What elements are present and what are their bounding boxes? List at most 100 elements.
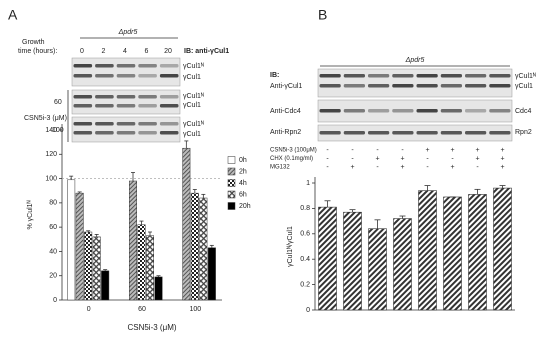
antibody: IB: anti-γCul1: [184, 48, 229, 55]
condition-value: -: [426, 155, 429, 162]
bar: [182, 147, 191, 301]
y-tick-label: 0.6: [300, 231, 310, 238]
band-label: γCul1ᴺ: [183, 121, 204, 128]
condition-value: +: [500, 147, 504, 154]
y-tick-label: 1: [306, 180, 310, 187]
band: [440, 109, 462, 113]
band: [138, 104, 157, 108]
band: [465, 84, 487, 88]
y-tick-label: 0.4: [300, 256, 310, 263]
time-label: 6: [145, 48, 149, 55]
x-tick-label: 0: [87, 306, 91, 313]
row-label: Anti-γCul1: [270, 83, 302, 90]
x-tick-label: 60: [138, 306, 146, 313]
y-tick-label: 0: [306, 307, 310, 314]
band: [368, 109, 390, 113]
time-label: 2: [102, 48, 106, 55]
band: [159, 64, 179, 68]
y-tick-label: 120: [45, 151, 57, 158]
condition-value: -: [376, 164, 379, 171]
band: [489, 109, 511, 113]
bar: [468, 194, 487, 311]
band: [138, 95, 157, 99]
band: [368, 131, 390, 135]
band: [416, 84, 438, 88]
legend-label: 4h: [239, 180, 247, 187]
condition-name: CSN5i-3 (100μM): [270, 148, 317, 154]
band: [319, 74, 341, 78]
bar: [207, 247, 216, 301]
band-label: γCul1: [183, 102, 201, 109]
time-label: Growth: [22, 39, 45, 46]
condition-value: +: [500, 164, 504, 171]
legend-label: 6h: [239, 191, 247, 198]
bar: [101, 270, 110, 301]
strain: Δpdr5: [118, 29, 138, 36]
band-label: γCul1: [515, 83, 533, 90]
band: [138, 64, 157, 68]
band: [116, 104, 136, 108]
time-label: 20: [164, 48, 172, 55]
band: [73, 104, 93, 108]
blot: [317, 68, 513, 98]
blot: [71, 89, 181, 115]
band: [95, 104, 114, 108]
band: [73, 74, 93, 78]
band: [116, 122, 136, 126]
treatment: CSN5i-3 (μM): [24, 115, 67, 122]
band: [465, 131, 487, 135]
band-label: γCul1ᴺ: [515, 73, 536, 80]
condition-name: CHX (0.1mg/ml): [270, 156, 313, 162]
bar: [443, 196, 462, 311]
band: [392, 109, 414, 113]
band: [392, 74, 414, 78]
band: [95, 131, 114, 135]
time-label: 0: [80, 48, 84, 55]
band-label: γCul1ᴺ: [183, 93, 204, 100]
condition-value: -: [451, 155, 454, 162]
y-axis-label: γCul1ᴺ/γCul1: [287, 226, 294, 267]
legend-label: 20h: [239, 203, 251, 210]
band: [73, 64, 93, 68]
y-tick-label: 40: [49, 248, 57, 255]
condition-value: +: [450, 164, 454, 171]
bar: [154, 276, 163, 301]
condition-value: +: [425, 147, 429, 154]
legend-swatch: [227, 156, 236, 164]
band: [73, 95, 93, 99]
row-label: Anti-Cdc4: [270, 108, 301, 115]
band: [159, 74, 179, 78]
condition-value: -: [351, 147, 354, 154]
bar: [343, 211, 362, 311]
panel-label: A: [8, 7, 18, 23]
band: [138, 131, 157, 135]
band: [343, 74, 365, 78]
y-axis-label: % γCul1ᴺ: [27, 200, 34, 229]
bar: [137, 224, 146, 301]
x-axis-label: CSN5i-3 (μM): [127, 323, 176, 332]
dose: 100: [52, 127, 64, 134]
y-tick-label: 60: [49, 224, 57, 231]
panel-label: B: [318, 7, 327, 23]
band: [343, 84, 365, 88]
bar: [318, 206, 337, 311]
legend-swatch: [227, 190, 236, 199]
row-label: Anti-Rpn2: [270, 129, 301, 136]
y-tick-label: 140: [45, 127, 57, 134]
band: [440, 131, 462, 135]
band: [95, 122, 114, 126]
condition-value: -: [351, 155, 354, 162]
band: [343, 131, 365, 135]
band: [368, 84, 390, 88]
band: [159, 95, 179, 99]
bar: [75, 192, 84, 301]
band: [95, 74, 114, 78]
band: [73, 131, 93, 135]
legend-swatch: [227, 179, 236, 187]
dose: 60: [54, 99, 62, 106]
condition-name: MG132: [270, 165, 290, 171]
ib: IB:: [270, 72, 279, 79]
band: [440, 74, 462, 78]
condition-value: +: [400, 164, 404, 171]
